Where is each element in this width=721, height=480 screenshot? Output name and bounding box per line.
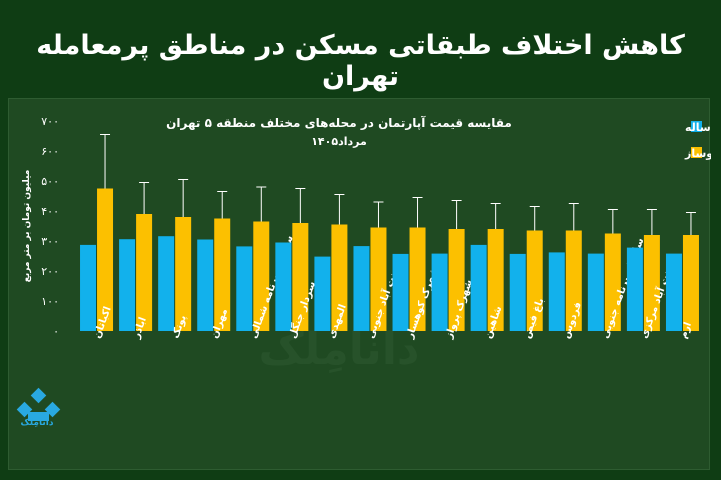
- legend-label: نوساز: [684, 147, 711, 160]
- bar-old: [158, 236, 175, 331]
- bar-old: [197, 239, 214, 331]
- danamelk-logo-icon: [16, 387, 61, 421]
- y-axis-label: میلیون تومان بر متر مربع: [22, 170, 32, 283]
- bar-old: [548, 252, 565, 331]
- bar-old: [509, 253, 526, 331]
- bar-old: [587, 253, 604, 331]
- bar-old: [353, 246, 370, 331]
- bar-old: [236, 246, 253, 331]
- bar-old: [470, 244, 487, 331]
- y-tick-label: ۶۰۰: [41, 145, 59, 158]
- y-tick-label: ۵۰۰: [41, 175, 59, 188]
- y-tick-label: ۰: [53, 325, 59, 338]
- bar-old: [665, 253, 682, 331]
- bar-old: [626, 247, 643, 331]
- bar-old: [314, 256, 331, 331]
- y-tick-label: ۴۰۰: [41, 205, 59, 218]
- bar-old: [275, 242, 292, 331]
- bar-new: [292, 223, 309, 331]
- bar-new: [214, 218, 231, 331]
- chart-panel: دانامِلک مقایسه قیمت آپارتمان در محله‌های…: [8, 98, 711, 470]
- bar-new: [136, 214, 153, 331]
- bar-new: [97, 188, 114, 331]
- bar-new: [487, 229, 504, 331]
- bar-new: [409, 227, 426, 331]
- bar-new: [448, 229, 465, 331]
- legend-label: چندساله: [685, 121, 711, 134]
- chart-title: مقایسه قیمت آپارتمان در محله‌های مختلف م…: [166, 115, 512, 130]
- y-tick-label: ۷۰۰: [41, 115, 59, 128]
- bar-new: [682, 235, 699, 331]
- bar-old: [431, 253, 448, 331]
- y-tick-label: ۱۰۰: [41, 295, 59, 308]
- y-tick-label: ۳۰۰: [41, 235, 59, 248]
- bar-new: [604, 233, 621, 331]
- y-tick-label: ۲۰۰: [41, 265, 59, 278]
- legend-swatch: [691, 147, 702, 158]
- chart-subtitle: مرداد۱۴۰۵: [311, 135, 367, 148]
- bar-old: [392, 253, 409, 331]
- bar-new: [175, 217, 192, 331]
- watermark-text: دانامِلک: [259, 324, 420, 375]
- bar-new: [643, 235, 660, 331]
- bar-old: [119, 239, 136, 331]
- bar-old: [80, 244, 97, 331]
- bar-new: [253, 221, 270, 331]
- bar-new: [565, 230, 582, 331]
- x-tick-label: ارم: [678, 321, 694, 340]
- headline: کاهش اختلاف طبقاتی مسکن در مناطق پرمعامل…: [36, 30, 685, 92]
- bar-new: [331, 224, 348, 331]
- bar-new: [370, 227, 387, 331]
- legend-swatch: [691, 121, 702, 132]
- logo-text: دانامِلک: [20, 418, 54, 428]
- bar-new: [526, 230, 543, 331]
- bar-chart: دانامِلک مقایسه قیمت آپارتمان در محله‌های…: [22, 115, 711, 375]
